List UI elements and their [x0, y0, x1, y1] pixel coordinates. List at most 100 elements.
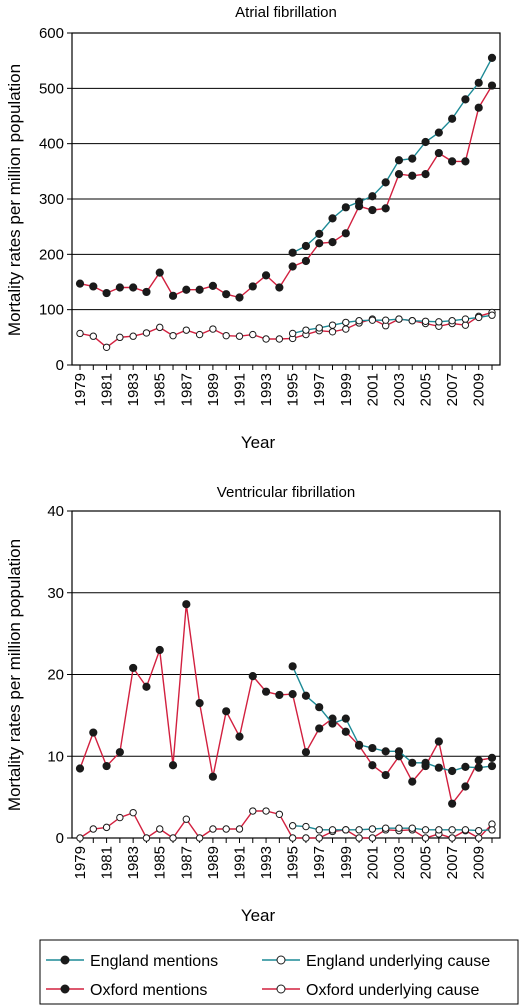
data-point-oxford-underlying-cause: [209, 825, 217, 833]
data-point-oxford-underlying-cause: [195, 330, 204, 339]
data-point-england-underlying-cause: [288, 329, 297, 338]
y-tick-label: 300: [39, 191, 64, 208]
data-point-england-underlying-cause: [395, 315, 403, 323]
data-point-oxford-underlying-cause: [129, 808, 137, 817]
x-axis-title: Year: [241, 433, 276, 452]
data-point-oxford-mentions: [182, 285, 191, 294]
y-tick-label: 0: [56, 830, 64, 847]
x-tick-label: 1983: [125, 373, 142, 406]
x-tick-label: 2009: [471, 846, 488, 879]
chart-title: Atrial fibrillation: [235, 4, 337, 21]
data-point-oxford-mentions: [434, 737, 443, 746]
data-point-oxford-underlying-cause: [169, 834, 177, 842]
x-tick-label: 1995: [285, 373, 302, 406]
data-point-oxford-mentions: [487, 81, 497, 90]
data-point-england-mentions: [328, 214, 337, 223]
data-point-england-underlying-cause: [315, 826, 323, 834]
data-point-england-mentions: [394, 747, 404, 756]
data-point-england-underlying-cause: [461, 826, 470, 834]
x-tick-label: 1991: [231, 846, 248, 879]
data-point-oxford-mentions: [115, 748, 124, 757]
data-point-england-mentions: [461, 762, 470, 771]
data-point-oxford-mentions: [421, 170, 430, 179]
data-point-oxford-mentions: [394, 170, 404, 179]
data-point-oxford-underlying-cause: [355, 834, 363, 842]
chart-title: Ventricular fibrillation: [217, 484, 355, 501]
x-tick-label: 1979: [72, 373, 89, 406]
data-point-oxford-mentions: [368, 761, 377, 770]
legend-swatch-marker: [276, 955, 286, 965]
data-point-oxford-underlying-cause: [142, 329, 151, 337]
data-point-oxford-mentions: [129, 663, 138, 673]
legend-swatch-marker: [60, 984, 70, 994]
data-point-oxford-mentions: [102, 288, 111, 298]
x-tick-label: 1999: [338, 846, 355, 879]
data-point-oxford-underlying-cause: [116, 813, 124, 822]
data-point-oxford-underlying-cause: [142, 834, 151, 842]
data-point-oxford-mentions: [328, 238, 337, 247]
data-point-oxford-underlying-cause: [156, 825, 164, 833]
data-point-oxford-mentions: [102, 761, 111, 771]
data-point-oxford-mentions: [208, 772, 218, 781]
data-point-england-mentions: [341, 203, 350, 212]
data-point-oxford-underlying-cause: [275, 810, 284, 818]
x-tick-label: 2007: [444, 846, 461, 879]
data-point-oxford-mentions: [461, 782, 470, 791]
data-point-england-mentions: [461, 95, 470, 104]
data-point-england-mentions: [315, 229, 324, 238]
x-tick-label: 1983: [125, 846, 142, 879]
data-point-england-mentions: [301, 241, 311, 251]
legend: England mentions England underlying cause…: [39, 939, 519, 1005]
data-point-oxford-mentions: [142, 287, 151, 297]
data-point-oxford-mentions: [315, 239, 324, 248]
data-point-oxford-underlying-cause: [235, 332, 244, 340]
x-tick-label: 2001: [364, 846, 381, 879]
data-point-england-mentions: [341, 714, 350, 723]
data-point-oxford-mentions: [341, 727, 350, 736]
data-point-oxford-underlying-cause: [89, 825, 97, 833]
data-point-england-underlying-cause: [368, 825, 377, 833]
data-point-england-underlying-cause: [475, 826, 483, 835]
x-tick-label: 2005: [418, 373, 435, 406]
data-point-oxford-mentions: [129, 283, 138, 292]
x-tick-label: 1987: [178, 373, 195, 406]
data-point-england-mentions: [474, 78, 483, 87]
x-tick-label: 1993: [258, 846, 275, 879]
data-point-oxford-underlying-cause: [156, 323, 164, 332]
data-point-oxford-underlying-cause: [222, 331, 230, 340]
data-point-oxford-underlying-cause: [195, 834, 204, 842]
data-point-oxford-mentions: [448, 157, 457, 166]
data-point-oxford-underlying-cause: [421, 834, 430, 842]
data-point-england-underlying-cause: [488, 311, 496, 319]
y-axis-title: Mortality rates per million population: [5, 64, 24, 336]
data-point-england-underlying-cause: [408, 824, 416, 832]
legend-swatch-marker: [276, 984, 286, 994]
data-point-oxford-mentions: [195, 699, 204, 708]
data-point-england-mentions: [315, 703, 324, 712]
data-point-oxford-mentions: [408, 777, 417, 786]
data-point-oxford-mentions: [195, 285, 204, 294]
data-point-england-mentions: [354, 740, 364, 749]
data-point-england-underlying-cause: [395, 824, 403, 832]
data-point-oxford-underlying-cause: [129, 332, 137, 340]
x-axis-title: Year: [241, 906, 276, 925]
data-point-oxford-mentions: [315, 724, 324, 733]
x-tick-label: 1993: [258, 373, 275, 406]
data-point-oxford-mentions: [301, 748, 311, 757]
data-point-oxford-mentions: [222, 290, 231, 299]
data-point-oxford-mentions: [75, 279, 85, 288]
series-line-england-underlying-cause: [292, 825, 493, 832]
data-point-oxford-underlying-cause: [182, 326, 191, 334]
data-point-england-underlying-cause: [381, 824, 390, 832]
data-point-england-underlying-cause: [488, 826, 496, 834]
y-tick-label: 0: [56, 357, 64, 374]
y-tick-label: 200: [39, 246, 64, 263]
y-tick-label: 10: [47, 748, 64, 765]
legend-label: Oxford mentions: [90, 982, 207, 999]
x-tick-label: 2003: [391, 846, 408, 879]
data-point-england-underlying-cause: [461, 315, 470, 323]
data-point-england-mentions: [368, 192, 377, 201]
data-point-england-mentions: [487, 761, 497, 771]
data-point-oxford-mentions: [168, 761, 178, 770]
